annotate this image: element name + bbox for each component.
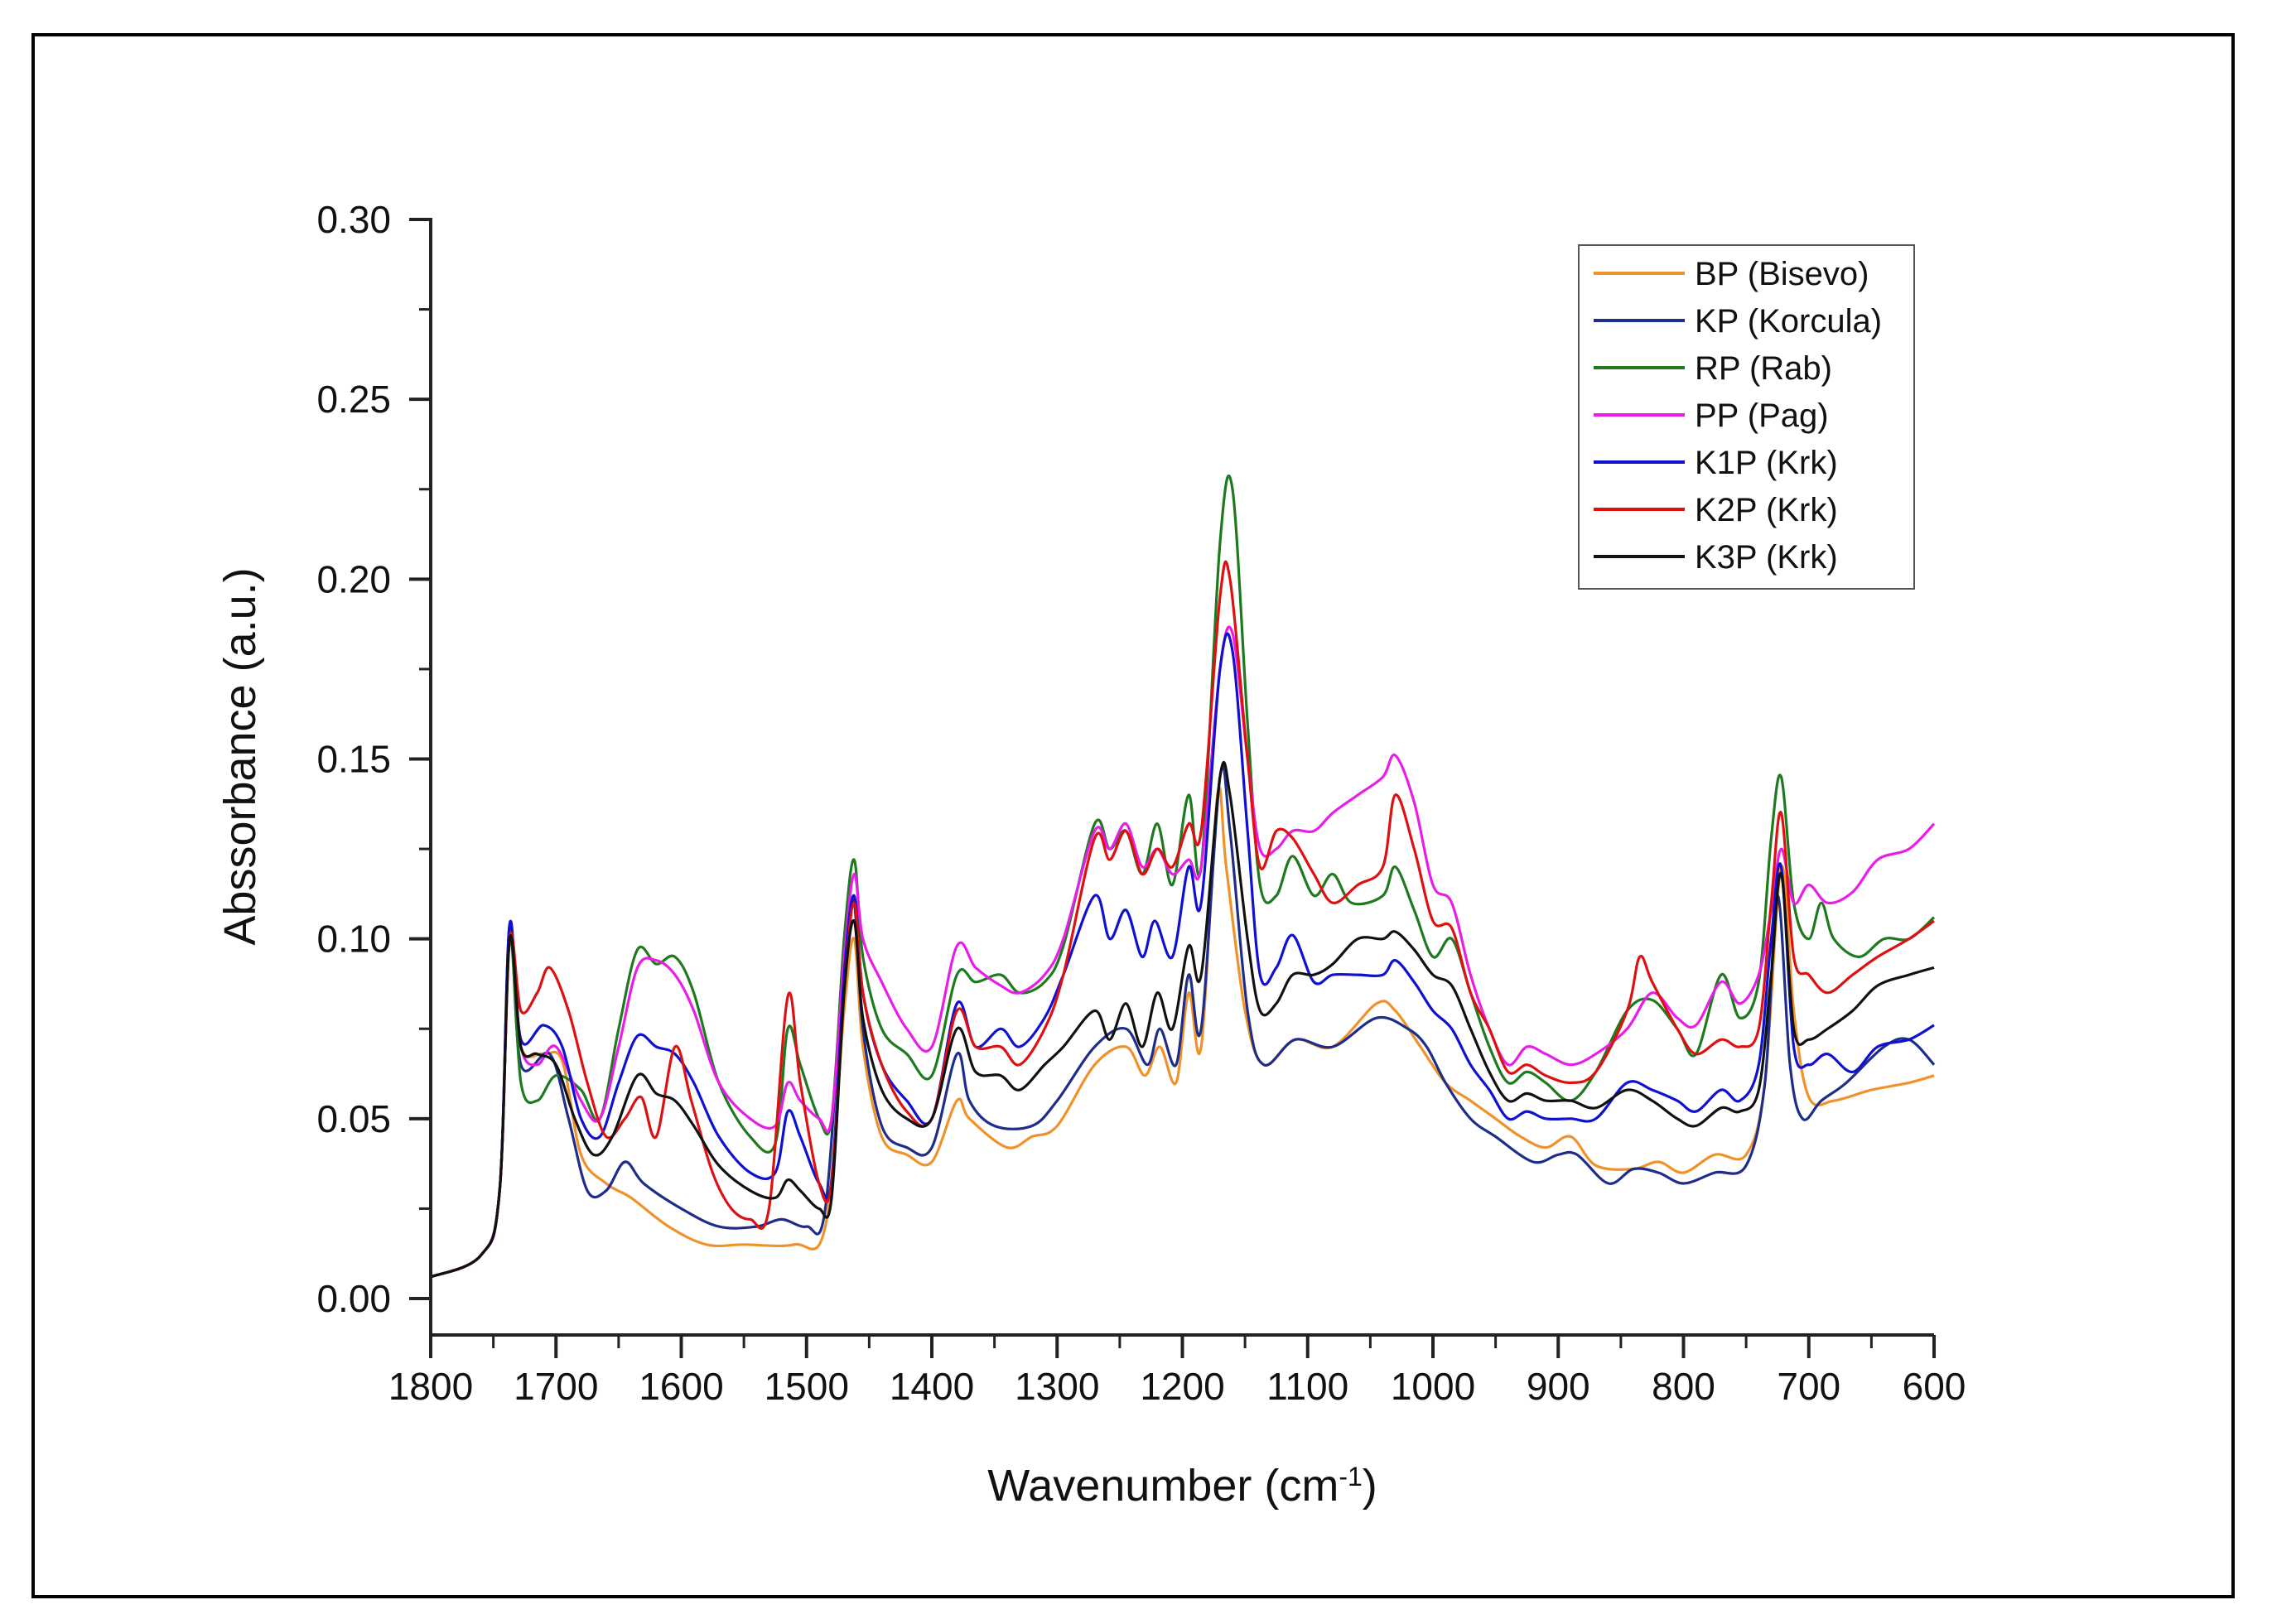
x-tick-label: 1200 <box>1140 1365 1224 1408</box>
y-axis-ticks: 0.00 0.05 0.10 0.15 0.20 0.25 0.30 <box>316 198 431 1320</box>
x-tick-label: 800 <box>1652 1365 1715 1408</box>
y-tick-label: 0.10 <box>316 918 391 961</box>
legend-label: K2P (Krk) <box>1695 492 1838 528</box>
y-axis-title: Abssorbance (a.u.) <box>215 567 265 945</box>
x-tick-label: 1700 <box>514 1365 598 1408</box>
x-axis-ticks: 1800 1700 1600 1500 1400 1300 1200 1100 1000 900 8… <box>388 1335 1966 1408</box>
y-tick-label: 0.05 <box>316 1097 391 1140</box>
series-line-6 <box>430 560 1935 1279</box>
x-tick-label: 1300 <box>1015 1365 1099 1408</box>
x-axis-title-superscript: -1 <box>1339 1462 1362 1491</box>
legend-label: K1P (Krk) <box>1695 445 1838 481</box>
legend-label: K3P (Krk) <box>1695 539 1838 576</box>
legend: BP (Bisevo) KP (Korcula) RP (Rab) PP (Pag) K… <box>1578 244 1915 590</box>
series-line-1 <box>430 786 1935 1279</box>
x-tick-label: 1600 <box>639 1365 723 1408</box>
series-line-3 <box>430 475 1936 1279</box>
legend-label: RP (Rab) <box>1695 350 1832 387</box>
y-tick-label: 0.25 <box>316 378 391 421</box>
x-tick-label: 1000 <box>1391 1365 1475 1408</box>
x-axis-title-close: ) <box>1363 1461 1377 1511</box>
x-tick-label: 1400 <box>890 1365 974 1408</box>
legend-label: PP (Pag) <box>1695 398 1829 434</box>
series-layer <box>430 475 1936 1279</box>
x-tick-label: 700 <box>1777 1365 1840 1408</box>
y-tick-label: 0.20 <box>316 557 391 600</box>
x-tick-label: 900 <box>1527 1365 1590 1408</box>
x-axis-title: Wavenumber (cm-1) <box>987 1461 1377 1511</box>
y-tick-label: 0.30 <box>316 198 391 241</box>
series-line-2 <box>430 764 1936 1279</box>
legend-box <box>1578 244 1915 590</box>
y-tick-label: 0.15 <box>316 738 391 781</box>
series-line-5 <box>430 632 1935 1279</box>
x-tick-label: 600 <box>1903 1365 1966 1408</box>
legend-label: KP (Korcula) <box>1695 303 1882 340</box>
series-line-4 <box>430 625 1936 1279</box>
x-tick-label: 1500 <box>765 1365 849 1408</box>
legend-label: BP (Bisevo) <box>1695 256 1869 292</box>
x-axis-title-main: Wavenumber (cm <box>987 1461 1339 1511</box>
x-tick-label: 1100 <box>1266 1365 1348 1408</box>
series-line-7 <box>430 761 1935 1279</box>
x-tick-label: 1800 <box>388 1365 473 1408</box>
y-tick-label: 0.00 <box>316 1277 391 1320</box>
